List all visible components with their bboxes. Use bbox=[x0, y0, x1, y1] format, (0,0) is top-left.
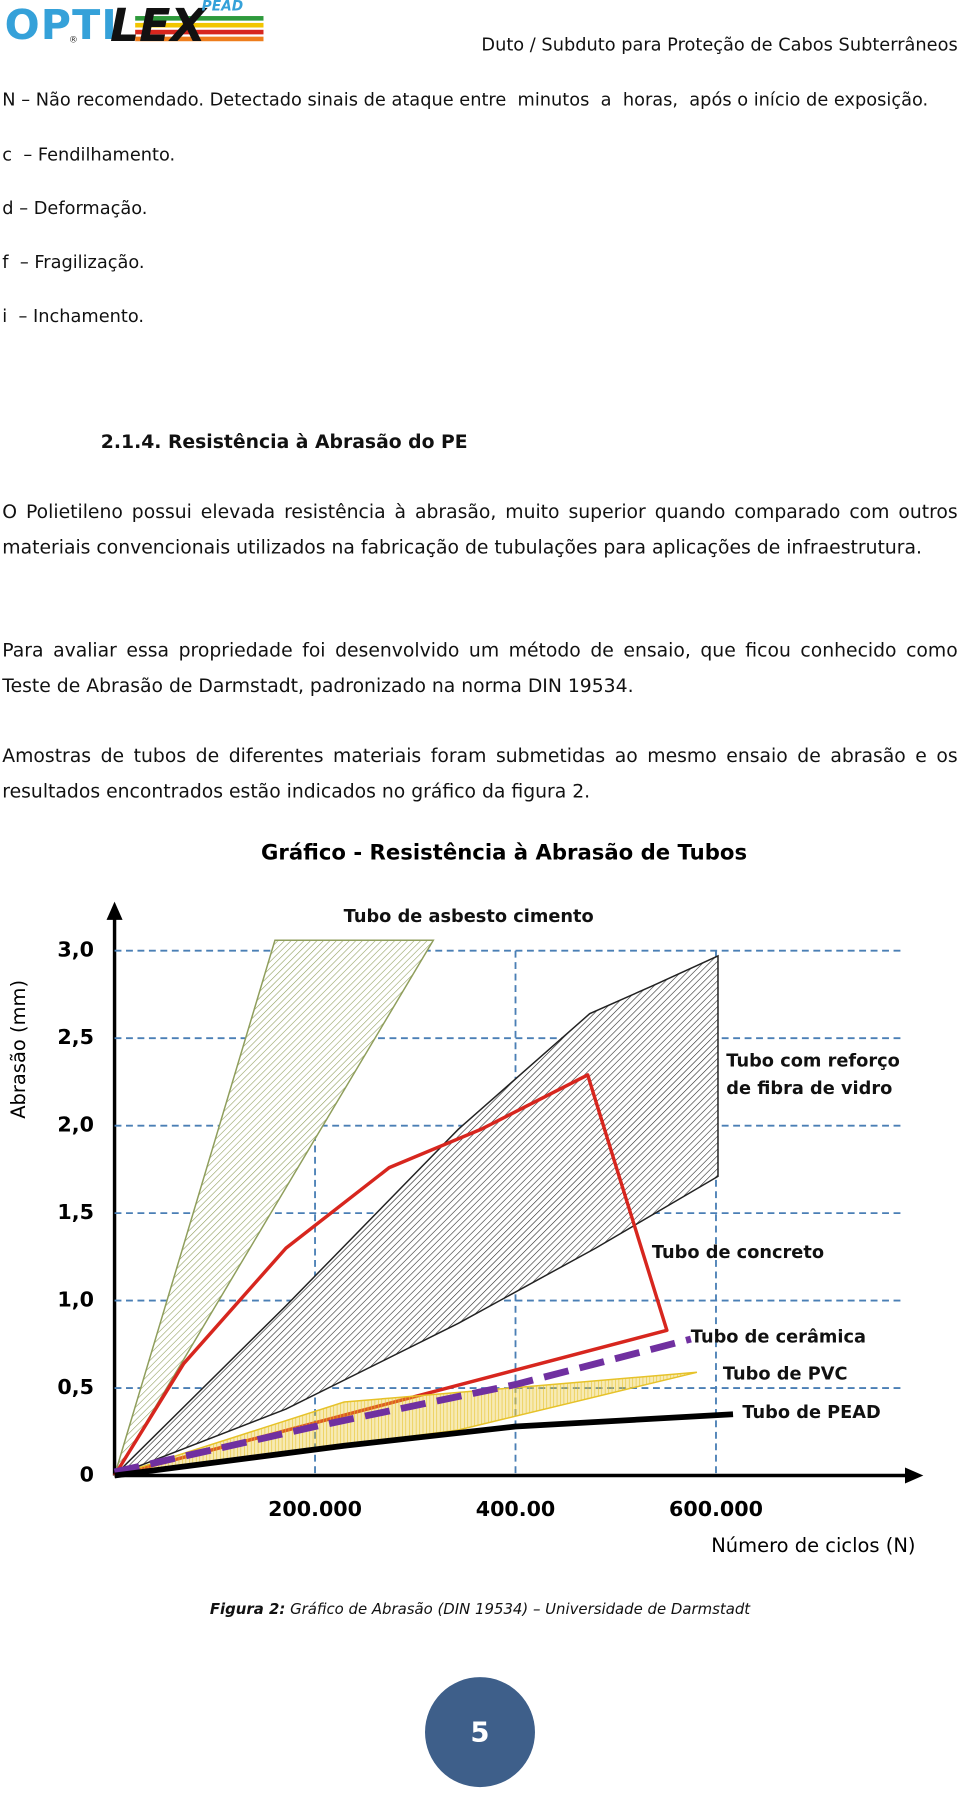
x-tick-label: 400.00 bbox=[476, 1497, 556, 1521]
logo-mark: ® bbox=[68, 34, 78, 45]
caption-label: Figura 2: bbox=[209, 1601, 286, 1619]
x-tick-label: 600.000 bbox=[669, 1497, 763, 1521]
series-label: Tubo de asbesto cimento bbox=[343, 906, 594, 927]
y-tick-label: 3,0 bbox=[57, 938, 94, 962]
logo-stripe bbox=[135, 29, 264, 35]
caption-text: Gráfico de Abrasão (DIN 19534) – Univers… bbox=[290, 1601, 751, 1619]
y-axis-arrow bbox=[106, 901, 123, 920]
x-tick-label: 200.000 bbox=[268, 1497, 362, 1521]
logo-stripe bbox=[135, 16, 264, 21]
header-subtitle: Duto / Subduto para Proteção de Cabos Su… bbox=[481, 34, 958, 55]
series-label: Tubo de concreto bbox=[651, 1241, 825, 1263]
logo: OPTI ® LEX PEAD bbox=[4, 0, 268, 53]
series-label: Tubo com reforço de fibra de vidro bbox=[726, 1050, 900, 1099]
paragraph: Amostras de tubos de diferentes materiai… bbox=[2, 744, 958, 802]
y-tick-label: 0 bbox=[80, 1463, 94, 1487]
logo-stripe bbox=[135, 22, 264, 28]
note: d – Deformação. bbox=[2, 198, 148, 219]
page-number: 5 bbox=[425, 1677, 535, 1788]
y-axis-label: Abrasão (mm) bbox=[7, 980, 30, 1119]
series-area bbox=[113, 939, 435, 1476]
y-tick-label: 1,0 bbox=[57, 1288, 94, 1312]
series-line bbox=[113, 1073, 669, 1478]
note: i – Inchamento. bbox=[2, 305, 145, 327]
logo-pead: PEAD bbox=[201, 0, 244, 14]
series-line bbox=[113, 1335, 692, 1476]
series-line bbox=[114, 1411, 734, 1479]
series-label: Tubo de PEAD bbox=[742, 1402, 881, 1423]
chart-title: Gráfico - Resistência à Abrasão de Tubos bbox=[261, 839, 747, 864]
note: f – Fragilização. bbox=[2, 252, 145, 273]
y-tick-label: 0,5 bbox=[57, 1375, 94, 1399]
y-tick-label: 2,0 bbox=[57, 1113, 94, 1137]
note: N – Não recomendado. Detectado sinais de… bbox=[2, 89, 929, 110]
series-label: Tubo de PVC bbox=[722, 1363, 848, 1384]
paragraph: O Polietileno possui elevada resistência… bbox=[2, 500, 958, 558]
logo-lex: LEX bbox=[109, 0, 206, 53]
note: c – Fendilhamento. bbox=[2, 144, 176, 165]
y-tick-label: 2,5 bbox=[57, 1025, 94, 1049]
series-label: Tubo de cerâmica bbox=[690, 1326, 867, 1348]
logo-opti: OPTI bbox=[4, 2, 118, 50]
x-axis-label: Número de ciclos (N) bbox=[711, 1534, 915, 1557]
x-axis-arrow bbox=[905, 1467, 924, 1484]
y-tick-label: 1,5 bbox=[57, 1200, 94, 1224]
section-heading: 2.1.4. Resistência à Abrasão do PE bbox=[100, 430, 468, 453]
logo-stripe bbox=[135, 36, 264, 42]
paragraph: Para avaliar essa propriedade foi desenv… bbox=[2, 639, 958, 696]
caption: Figura 2: Gráfico de Abrasão (DIN 19534)… bbox=[0, 1602, 960, 1619]
